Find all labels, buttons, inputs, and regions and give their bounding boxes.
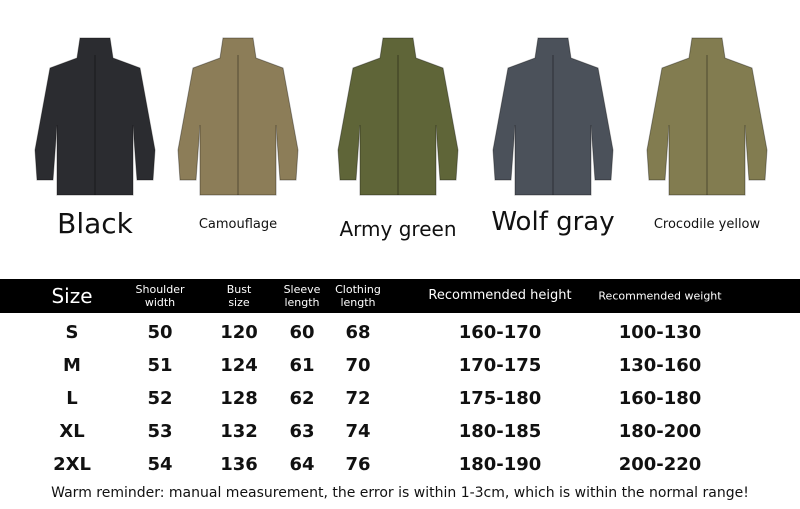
table-cell: S <box>65 322 79 343</box>
jacket-image <box>328 30 468 205</box>
table-cell: 51 <box>147 355 173 376</box>
table-cell: M <box>63 355 81 376</box>
table-cell: 180-200 <box>618 421 702 442</box>
table-cell: 2XL <box>53 454 91 475</box>
color-label: Army green <box>339 217 457 241</box>
jacket-image <box>25 30 165 205</box>
table-row: S 50 120 60 68 160-170 100-130 <box>0 318 800 350</box>
table-cell: XL <box>59 421 85 442</box>
jacket-image <box>483 30 623 205</box>
column-header: Clothing length <box>335 282 381 309</box>
table-cell: 175-180 <box>458 388 542 409</box>
column-header: Recommended height <box>428 288 572 304</box>
table-cell: 180-185 <box>458 421 542 442</box>
table-cell: 64 <box>289 454 315 475</box>
warm-reminder: Warm reminder: manual measurement, the e… <box>51 485 749 501</box>
table-cell: 61 <box>289 355 315 376</box>
table-cell: 170-175 <box>458 355 542 376</box>
table-cell: 63 <box>289 421 315 442</box>
table-cell: 180-190 <box>458 454 542 475</box>
color-label: Crocodile yellow <box>653 217 761 232</box>
table-cell: 60 <box>289 322 315 343</box>
table-cell: 132 <box>220 421 258 442</box>
table-cell: 200-220 <box>618 454 702 475</box>
table-cell: 160-170 <box>458 322 542 343</box>
table-cell: 72 <box>345 388 371 409</box>
table-cell: 74 <box>345 421 371 442</box>
table-row: L 52 128 62 72 175-180 160-180 <box>0 384 800 416</box>
table-cell: 70 <box>345 355 371 376</box>
table-row: M 51 124 61 70 170-175 130-160 <box>0 351 800 383</box>
table-cell: 76 <box>345 454 371 475</box>
column-header: Sleeve length <box>283 282 321 309</box>
table-cell: 120 <box>220 322 258 343</box>
table-cell: L <box>66 388 78 409</box>
table-cell: 62 <box>289 388 315 409</box>
color-label: Black <box>57 207 133 240</box>
table-row: 2XL 54 136 64 76 180-190 200-220 <box>0 450 800 482</box>
table-cell: 53 <box>147 421 173 442</box>
table-row: XL 53 132 63 74 180-185 180-200 <box>0 417 800 449</box>
column-header: Size <box>51 284 93 308</box>
color-label: Camouflage <box>198 217 278 232</box>
table-cell: 50 <box>147 322 173 343</box>
table-cell: 124 <box>220 355 258 376</box>
color-label: Wolf gray <box>491 207 615 237</box>
jacket-image <box>168 30 308 205</box>
table-cell: 130-160 <box>618 355 702 376</box>
table-cell: 128 <box>220 388 258 409</box>
table-cell: 136 <box>220 454 258 475</box>
column-header: Shoulder width <box>135 282 185 309</box>
table-cell: 160-180 <box>618 388 702 409</box>
jacket-image <box>637 30 777 205</box>
table-cell: 100-130 <box>618 322 702 343</box>
table-cell: 54 <box>147 454 173 475</box>
column-header: Recommended weight <box>598 289 722 303</box>
column-header: Bust size <box>226 282 252 309</box>
table-cell: 68 <box>345 322 371 343</box>
table-cell: 52 <box>147 388 173 409</box>
size-table-header: Size Shoulder width Bust size Sleeve length Clo… <box>0 279 800 313</box>
